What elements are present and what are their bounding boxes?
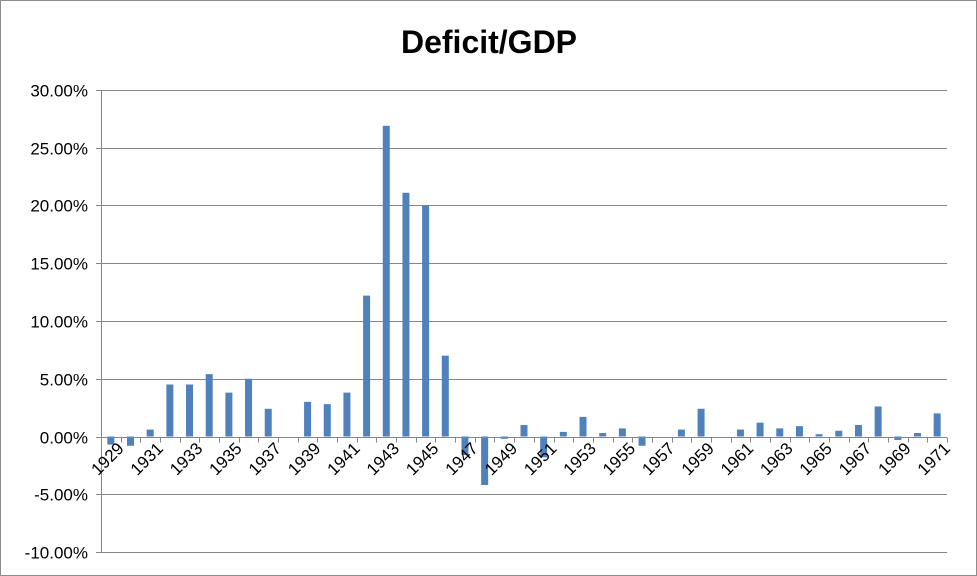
x-tick-label: 1935: [206, 439, 246, 479]
y-tick-label: 30.00%: [30, 82, 88, 101]
x-tick-label: 1959: [678, 439, 718, 479]
bar-1966: [835, 430, 843, 437]
y-tick-label: 5.00%: [40, 371, 88, 390]
bar-1931: [146, 429, 154, 437]
bar-1951: [540, 436, 548, 458]
x-tick-label: 1965: [796, 439, 836, 479]
x-tick-label: 1943: [363, 439, 403, 479]
bar-1958: [677, 429, 685, 437]
x-tick-label: 1953: [560, 439, 600, 479]
x-tick-label: 1945: [402, 439, 442, 479]
bar-1940: [323, 404, 331, 437]
bar-1965: [815, 434, 823, 437]
x-tick-label: 1929: [87, 439, 127, 479]
y-tick-label: -5.00%: [34, 486, 88, 505]
y-tick-label: 25.00%: [30, 140, 88, 159]
x-tick-label: 1961: [717, 439, 757, 479]
x-tick-label: 1947: [442, 439, 482, 479]
bar-1933: [186, 384, 194, 437]
bar-1961: [736, 429, 744, 437]
y-tick-label: -10.00%: [25, 544, 88, 563]
x-tick-label: 1941: [324, 439, 364, 479]
bar-1934: [205, 374, 213, 437]
bar-1935: [225, 392, 233, 437]
y-axis-ticks: -10.00% -5.00% 0.00% 5.00% 10.00% 15.00% 20.00…: [25, 82, 101, 563]
bar-1930: [127, 436, 135, 446]
bar-1953: [579, 416, 587, 437]
bar-1962: [756, 422, 764, 437]
bar-1955: [618, 428, 626, 437]
bar-1939: [304, 401, 312, 437]
x-tick-label: 1969: [874, 439, 914, 479]
y-tick-label: 0.00%: [40, 429, 88, 448]
bar-1937: [264, 408, 272, 437]
x-tick-label: 1971: [914, 439, 954, 479]
gridlines: [101, 90, 947, 553]
x-tick-label: 1955: [599, 439, 639, 479]
bar-1952: [559, 431, 567, 437]
bar-1948: [481, 436, 489, 486]
bar-1941: [343, 392, 351, 437]
bar-1970: [913, 433, 921, 437]
bar-1950: [520, 424, 528, 437]
bar-1959: [697, 408, 705, 437]
x-tick-label: 1967: [835, 439, 875, 479]
bar-1968: [874, 406, 882, 437]
bar-1969: [894, 436, 902, 440]
bar-1964: [795, 426, 803, 437]
bar-1954: [599, 433, 607, 437]
bar-1945: [422, 205, 430, 437]
bar-1956: [638, 436, 646, 446]
y-tick-label: 15.00%: [30, 255, 88, 274]
x-tick-label: 1937: [245, 439, 285, 479]
bar-1971: [933, 413, 941, 437]
bar-1944: [402, 192, 410, 437]
y-tick-label: 10.00%: [30, 313, 88, 332]
bar-1929: [107, 436, 115, 445]
x-tick-label: 1951: [520, 439, 560, 479]
axes: [101, 90, 947, 552]
bar-1947: [461, 436, 469, 455]
x-tick-label: 1963: [756, 439, 796, 479]
x-axis-ticks: 1929 1931 1933 1935 1937 1939 1941 1943 1945 1947…: [87, 437, 954, 479]
bar-1943: [382, 125, 390, 437]
y-tick-label: 20.00%: [30, 197, 88, 216]
bar-1963: [776, 428, 784, 437]
bar-1967: [854, 424, 862, 437]
bar-1932: [166, 384, 174, 437]
x-tick-label: 1933: [166, 439, 206, 479]
bar-1942: [363, 295, 371, 437]
bars: [107, 125, 941, 486]
bar-1936: [245, 378, 253, 437]
x-tick-label: 1939: [284, 439, 324, 479]
chart-title: Deficit/GDP: [401, 24, 577, 60]
bar-1946: [441, 355, 449, 437]
